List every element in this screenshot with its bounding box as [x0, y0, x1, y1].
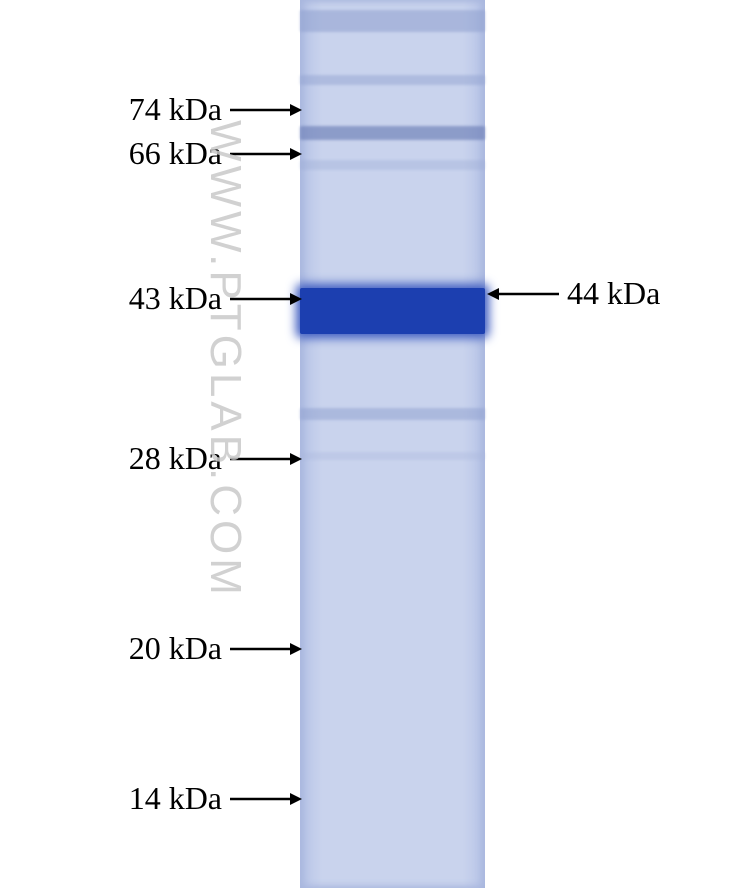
marker-label-text: 74 kDa: [129, 91, 222, 128]
marker-label-text: 43 kDa: [129, 280, 222, 317]
marker-label: 43 kDa: [129, 280, 302, 317]
gel-band: [300, 452, 485, 460]
marker-label: 66 kDa: [129, 135, 302, 172]
gel-band: [300, 160, 485, 170]
gel-band: [300, 288, 485, 334]
gel-band: [300, 10, 485, 32]
marker-label: 28 kDa: [129, 440, 302, 477]
gel-lane: [300, 0, 485, 888]
marker-label: 14 kDa: [129, 780, 302, 817]
marker-label: 74 kDa: [129, 91, 302, 128]
marker-label-text: 28 kDa: [129, 440, 222, 477]
marker-label-text: 14 kDa: [129, 780, 222, 817]
sample-label-text: 44 kDa: [567, 275, 660, 312]
gel-band: [300, 408, 485, 420]
gel-band: [300, 126, 485, 140]
sample-label: 44 kDa: [487, 275, 660, 312]
gel-band: [300, 75, 485, 85]
marker-label-text: 66 kDa: [129, 135, 222, 172]
marker-label: 20 kDa: [129, 630, 302, 667]
marker-label-text: 20 kDa: [129, 630, 222, 667]
